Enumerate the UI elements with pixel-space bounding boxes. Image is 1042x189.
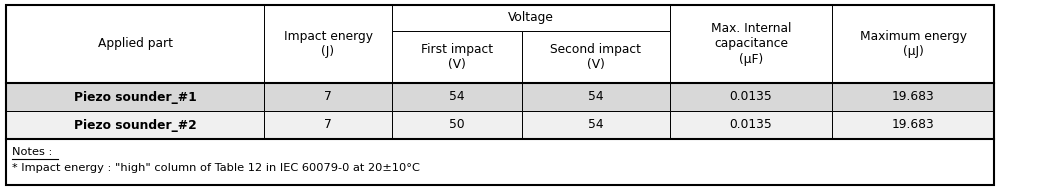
Text: 19.683: 19.683 bbox=[892, 91, 935, 104]
Bar bbox=[832, 5, 994, 83]
Text: 54: 54 bbox=[588, 91, 603, 104]
Bar bbox=[392, 83, 522, 111]
Bar bbox=[6, 111, 264, 139]
Text: Piezo sounder_#2: Piezo sounder_#2 bbox=[74, 119, 196, 132]
Text: 54: 54 bbox=[588, 119, 603, 132]
Text: Notes :: Notes : bbox=[13, 147, 52, 157]
Text: 19.683: 19.683 bbox=[892, 119, 935, 132]
Bar bbox=[392, 31, 522, 83]
Bar bbox=[832, 83, 994, 111]
Text: Voltage: Voltage bbox=[508, 12, 554, 25]
Bar bbox=[522, 111, 670, 139]
Bar bbox=[6, 5, 264, 83]
Text: First impact
(V): First impact (V) bbox=[421, 43, 493, 71]
Text: Piezo sounder_#1: Piezo sounder_#1 bbox=[74, 91, 196, 104]
Bar bbox=[264, 5, 392, 83]
Bar bbox=[670, 5, 832, 83]
Text: Second impact
(V): Second impact (V) bbox=[550, 43, 642, 71]
Bar bbox=[392, 111, 522, 139]
Bar bbox=[6, 139, 994, 185]
Text: Max. Internal
capacitance
(μF): Max. Internal capacitance (μF) bbox=[711, 22, 791, 66]
Text: 0.0135: 0.0135 bbox=[729, 119, 772, 132]
Bar bbox=[832, 111, 994, 139]
Bar bbox=[392, 5, 670, 31]
Text: 0.0135: 0.0135 bbox=[729, 91, 772, 104]
Text: Maximum energy
(μJ): Maximum energy (μJ) bbox=[860, 30, 967, 58]
Text: 7: 7 bbox=[324, 91, 331, 104]
Bar bbox=[522, 83, 670, 111]
Text: 54: 54 bbox=[449, 91, 465, 104]
Bar bbox=[670, 111, 832, 139]
Text: * Impact energy : "high" column of Table 12 in IEC 60079-0 at 20±10°C: * Impact energy : "high" column of Table… bbox=[13, 163, 420, 173]
Bar bbox=[6, 83, 264, 111]
Text: Applied part: Applied part bbox=[98, 37, 173, 50]
Bar bbox=[264, 111, 392, 139]
Text: 50: 50 bbox=[449, 119, 465, 132]
Text: Impact energy
(J): Impact energy (J) bbox=[283, 30, 372, 58]
Bar bbox=[264, 83, 392, 111]
Text: 7: 7 bbox=[324, 119, 331, 132]
Bar bbox=[670, 83, 832, 111]
Bar bbox=[522, 31, 670, 83]
